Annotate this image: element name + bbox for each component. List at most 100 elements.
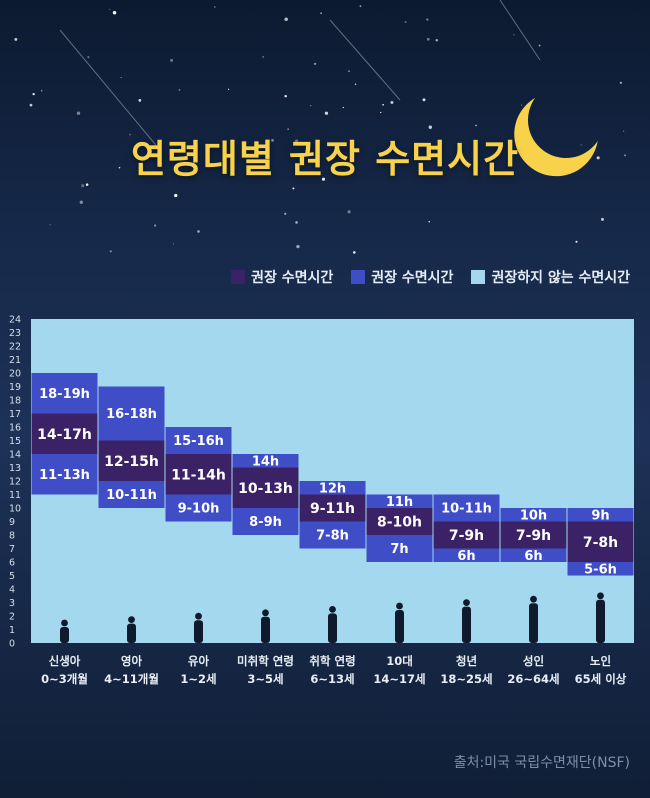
data-label-recommended: 11-14h [171, 467, 226, 483]
y-tick-label: 6 [9, 558, 15, 569]
data-label-recommended: 12-15h [104, 454, 159, 470]
star [624, 154, 627, 157]
legend-label-not-recommended: 권장하지 않는 수면시간 [491, 270, 630, 286]
star [513, 34, 515, 36]
star [79, 200, 83, 204]
star [109, 250, 112, 253]
silhouette-head [262, 609, 269, 617]
star [596, 156, 600, 160]
bar-recommended [31, 413, 98, 454]
star [296, 244, 300, 249]
star [85, 183, 89, 186]
data-label-lower: 10-11h [106, 488, 157, 503]
star [271, 138, 274, 142]
data-label-lower: 7-8h [316, 529, 349, 544]
y-tick-label: 16 [9, 423, 21, 434]
data-label-lower: 5-6h [584, 562, 617, 577]
bar-upper [98, 386, 165, 441]
data-label-lower: 6h [524, 549, 542, 564]
silhouette-head [597, 592, 604, 600]
star [426, 37, 430, 41]
person-silhouette-icon [194, 612, 203, 643]
bar-lower [567, 562, 634, 576]
x-category-label: 취학 연령 [309, 654, 355, 668]
star [284, 212, 287, 215]
bar-lower [165, 494, 232, 522]
person-silhouette-icon [328, 606, 337, 643]
data-label-upper: 9h [591, 508, 609, 523]
star [352, 251, 356, 254]
data-label-upper: 15-16h [173, 434, 224, 449]
bar-upper [366, 494, 433, 508]
star [227, 88, 230, 90]
star [292, 187, 295, 190]
star [29, 103, 33, 107]
source-note: 출처:미국 국립수면재단(NSF) [453, 755, 630, 771]
x-category-label: 유아 [188, 654, 210, 668]
star [354, 83, 357, 85]
star [295, 221, 298, 224]
data-label-recommended: 7-8h [583, 535, 618, 551]
person-silhouette-icon [127, 616, 136, 643]
star [310, 105, 312, 107]
star [76, 111, 81, 116]
bar-recommended [567, 521, 634, 562]
bar-lower [500, 548, 567, 562]
x-category-sublabel: 1~2세 [180, 672, 216, 686]
star [197, 230, 200, 233]
y-tick-label: 18 [9, 396, 21, 407]
shooting-star [329, 19, 401, 101]
star [538, 44, 541, 47]
person-silhouette-icon [596, 592, 605, 643]
star [404, 20, 407, 24]
bar-recommended [433, 521, 500, 549]
star [120, 76, 122, 79]
x-category-sublabel: 18~25세 [440, 672, 492, 686]
data-label-recommended: 7-9h [516, 528, 551, 544]
silhouette-body [261, 616, 270, 643]
star [154, 224, 157, 227]
star [321, 177, 325, 181]
data-label-upper: 10-11h [441, 502, 492, 517]
star [287, 128, 289, 130]
silhouette-body [127, 623, 136, 643]
person-silhouette-icon [261, 609, 270, 643]
y-tick-label: 0 [9, 639, 15, 650]
star [87, 56, 90, 59]
legend-item-not-recommended: 권장하지 않는 수면시간 [471, 267, 630, 287]
star [324, 111, 329, 115]
y-tick-label: 23 [9, 328, 21, 339]
star [314, 62, 317, 65]
star [465, 162, 467, 164]
bar-lower [232, 508, 299, 535]
data-label-lower: 8-9h [249, 515, 282, 530]
x-category-sublabel: 6~13세 [310, 672, 354, 686]
data-label-recommended: 10-13h [238, 481, 293, 497]
star [435, 39, 439, 42]
x-category-label: 10대 [386, 654, 413, 668]
bar-lower [98, 481, 165, 508]
y-tick-label: 2 [9, 612, 15, 623]
legend-label-recommended: 권장 수면시간 [251, 270, 334, 286]
star [422, 98, 426, 102]
sleep-duration-chart: 0123456789101112131415161718192021222324… [9, 315, 634, 686]
silhouette-head [530, 595, 537, 603]
star [619, 81, 622, 84]
silhouette-body [395, 610, 404, 643]
star [347, 210, 351, 214]
star [178, 89, 181, 91]
star [14, 37, 18, 41]
silhouette-body [462, 606, 471, 643]
bar-upper [31, 373, 98, 414]
bar-upper [232, 454, 299, 468]
data-label-upper: 10h [520, 508, 547, 523]
star [284, 17, 288, 22]
silhouette-head [61, 619, 68, 627]
data-label-upper: 16-18h [106, 407, 157, 422]
y-tick-label: 3 [9, 598, 15, 609]
person-silhouette-icon [60, 619, 69, 643]
star [580, 144, 582, 146]
star [172, 243, 174, 245]
bar-upper [433, 494, 500, 522]
y-tick-label: 7 [9, 544, 15, 555]
